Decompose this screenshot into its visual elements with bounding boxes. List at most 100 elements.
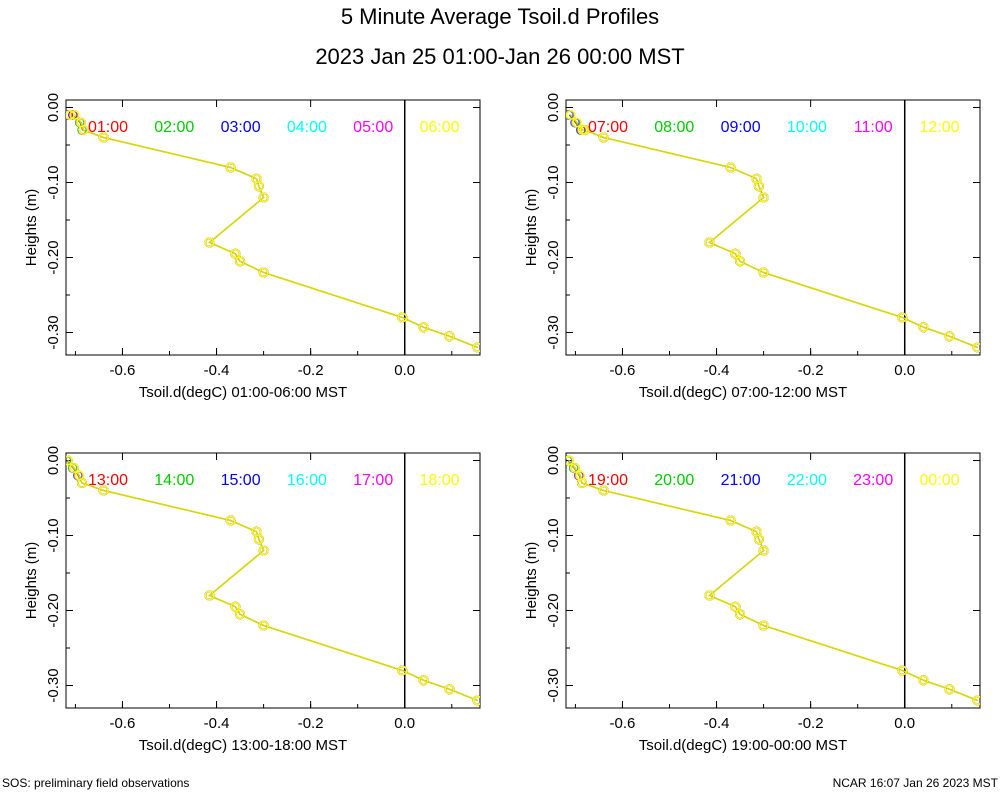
legend-item-11-00: 11:00 bbox=[854, 119, 893, 136]
data-point-00-00 bbox=[735, 609, 746, 620]
y-axis-title: Heights (m) bbox=[523, 542, 540, 620]
data-point-12-00 bbox=[571, 117, 582, 128]
footer-timestamp: NCAR 16:07 Jan 26 2023 MST bbox=[832, 776, 998, 790]
x-tick-label: 0.0 bbox=[894, 715, 915, 732]
legend-item-12-00: 12:00 bbox=[919, 119, 959, 136]
x-tick-label: 0.0 bbox=[894, 362, 915, 379]
y-tick-label: -0.10 bbox=[545, 518, 562, 552]
data-point-06-00 bbox=[235, 256, 246, 267]
x-tick-label: -0.4 bbox=[204, 715, 230, 732]
data-point-06-00 bbox=[204, 237, 215, 248]
data-layer bbox=[566, 110, 980, 353]
data-point-00-00 bbox=[753, 534, 764, 545]
data-point-12-00 bbox=[972, 342, 980, 353]
data-point-18-00 bbox=[98, 485, 109, 496]
data-point-00-00 bbox=[918, 675, 929, 686]
x-tick-label: 0.0 bbox=[394, 715, 415, 732]
y-tick-label: -0.20 bbox=[545, 593, 562, 627]
y-tick-label: -0.20 bbox=[45, 240, 62, 274]
data-point-18-00 bbox=[253, 534, 264, 545]
data-point-12-00 bbox=[897, 312, 908, 323]
data-point-18-00 bbox=[204, 590, 215, 601]
data-point-18-00 bbox=[66, 455, 73, 466]
x-tick-label: -0.6 bbox=[610, 362, 636, 379]
y-tick-label: 0.00 bbox=[545, 93, 562, 122]
data-point-12-00 bbox=[735, 256, 746, 267]
x-axis-title: Tsoil.d(degC) 01:00-06:00 MST bbox=[139, 384, 347, 401]
series-line-00-00 bbox=[568, 459, 978, 702]
footer-note: SOS: preliminary field observations bbox=[2, 776, 190, 790]
data-point-00-00 bbox=[598, 485, 609, 496]
y-tick-label: -0.30 bbox=[545, 668, 562, 702]
legend-item-23-00: 23:00 bbox=[853, 472, 893, 489]
data-point-12-00 bbox=[579, 124, 590, 135]
chart-title: 5 Minute Average Tsoil.d Profiles bbox=[340, 4, 660, 29]
series-line-02-00 bbox=[68, 114, 478, 348]
data-point-00-00 bbox=[944, 684, 955, 695]
y-axis-title: Heights (m) bbox=[23, 542, 40, 620]
data-point-18-00 bbox=[258, 620, 269, 631]
data-point-12-00 bbox=[566, 110, 576, 120]
y-axis-title: Heights (m) bbox=[23, 189, 40, 267]
legend-item-20-00: 20:00 bbox=[654, 472, 694, 489]
y-tick-label: -0.10 bbox=[45, 165, 62, 199]
data-layer bbox=[66, 109, 480, 353]
data-point-18-00 bbox=[472, 695, 480, 706]
data-point-18-00 bbox=[235, 609, 246, 620]
series-line-18-00 bbox=[67, 459, 478, 702]
data-point-06-00 bbox=[397, 312, 408, 323]
data-point-06-00 bbox=[258, 192, 269, 203]
series-line-12-00 bbox=[570, 114, 978, 349]
legend-item-16-00: 16:00 bbox=[287, 472, 327, 489]
x-tick-label: -0.6 bbox=[610, 715, 636, 732]
data-point-06-00 bbox=[98, 132, 109, 143]
data-point-12-00 bbox=[725, 162, 736, 173]
data-point-06-00 bbox=[418, 322, 429, 333]
data-point-18-00 bbox=[444, 684, 455, 695]
series-line-07-00 bbox=[569, 114, 978, 348]
x-tick-label: 0.0 bbox=[394, 362, 415, 379]
series-line-06-00 bbox=[69, 114, 478, 349]
y-tick-label: -0.20 bbox=[545, 240, 562, 274]
data-point-00-00 bbox=[725, 515, 736, 526]
series-line-04-00 bbox=[69, 114, 478, 348]
x-axis-title: Tsoil.d(degC) 19:00-00:00 MST bbox=[639, 737, 847, 754]
data-point-12-00 bbox=[944, 331, 955, 342]
legend-item-07-00: 07:00 bbox=[588, 119, 628, 136]
x-axis-title: Tsoil.d(degC) 13:00-18:00 MST bbox=[139, 737, 347, 754]
profile-panel-07-12: -0.6 -0.4 -0.2 0.0 0.00 -0.10 -0.20 -0.30 Tsoil.… bbox=[523, 93, 981, 401]
series-line-10-00 bbox=[569, 114, 978, 348]
legend-item-00-00: 00:00 bbox=[919, 472, 959, 489]
profile-panel-13-18: -0.6 -0.4 -0.2 0.0 0.00 -0.10 -0.20 -0.30 Tsoil.… bbox=[23, 446, 481, 754]
x-tick-label: -0.4 bbox=[204, 362, 230, 379]
data-layer bbox=[566, 455, 980, 706]
legend-item-08-00: 08:00 bbox=[654, 119, 694, 136]
legend-item-19-00: 19:00 bbox=[588, 472, 628, 489]
data-point-12-00 bbox=[598, 132, 609, 143]
data-point-12-00 bbox=[753, 181, 764, 192]
y-tick-label: -0.30 bbox=[45, 315, 62, 349]
legend-item-05-00: 05:00 bbox=[353, 119, 393, 136]
data-point-06-00 bbox=[472, 342, 480, 353]
legend-item-04-00: 04:00 bbox=[287, 119, 327, 136]
data-point-06-00 bbox=[444, 331, 455, 342]
series-line-03-00 bbox=[68, 114, 478, 348]
legend-item-10-00: 10:00 bbox=[787, 119, 827, 136]
data-point-00-00 bbox=[758, 620, 769, 631]
data-point-12-00 bbox=[758, 192, 769, 203]
data-point-12-00 bbox=[704, 237, 715, 248]
legend-item-21-00: 21:00 bbox=[721, 472, 761, 489]
data-point-18-00 bbox=[68, 462, 79, 473]
profile-panel-01-06: -0.6 -0.4 -0.2 0.0 0.00 -0.10 -0.20 -0.30 Tsoil.… bbox=[23, 93, 481, 401]
data-point-06-00 bbox=[66, 110, 75, 120]
plot-frame bbox=[65, 452, 481, 709]
series-line-11-00 bbox=[569, 114, 978, 348]
x-tick-label: -0.2 bbox=[798, 715, 824, 732]
y-tick-label: -0.10 bbox=[45, 518, 62, 552]
data-point-00-00 bbox=[704, 590, 715, 601]
series-line-05-00 bbox=[69, 114, 478, 348]
data-point-00-00 bbox=[972, 695, 980, 706]
series-line-08-00 bbox=[568, 114, 978, 348]
data-point-00-00 bbox=[730, 601, 741, 612]
profile-panel-19-00: -0.6 -0.4 -0.2 0.0 0.00 -0.10 -0.20 -0.30 Tsoil.… bbox=[523, 446, 981, 754]
